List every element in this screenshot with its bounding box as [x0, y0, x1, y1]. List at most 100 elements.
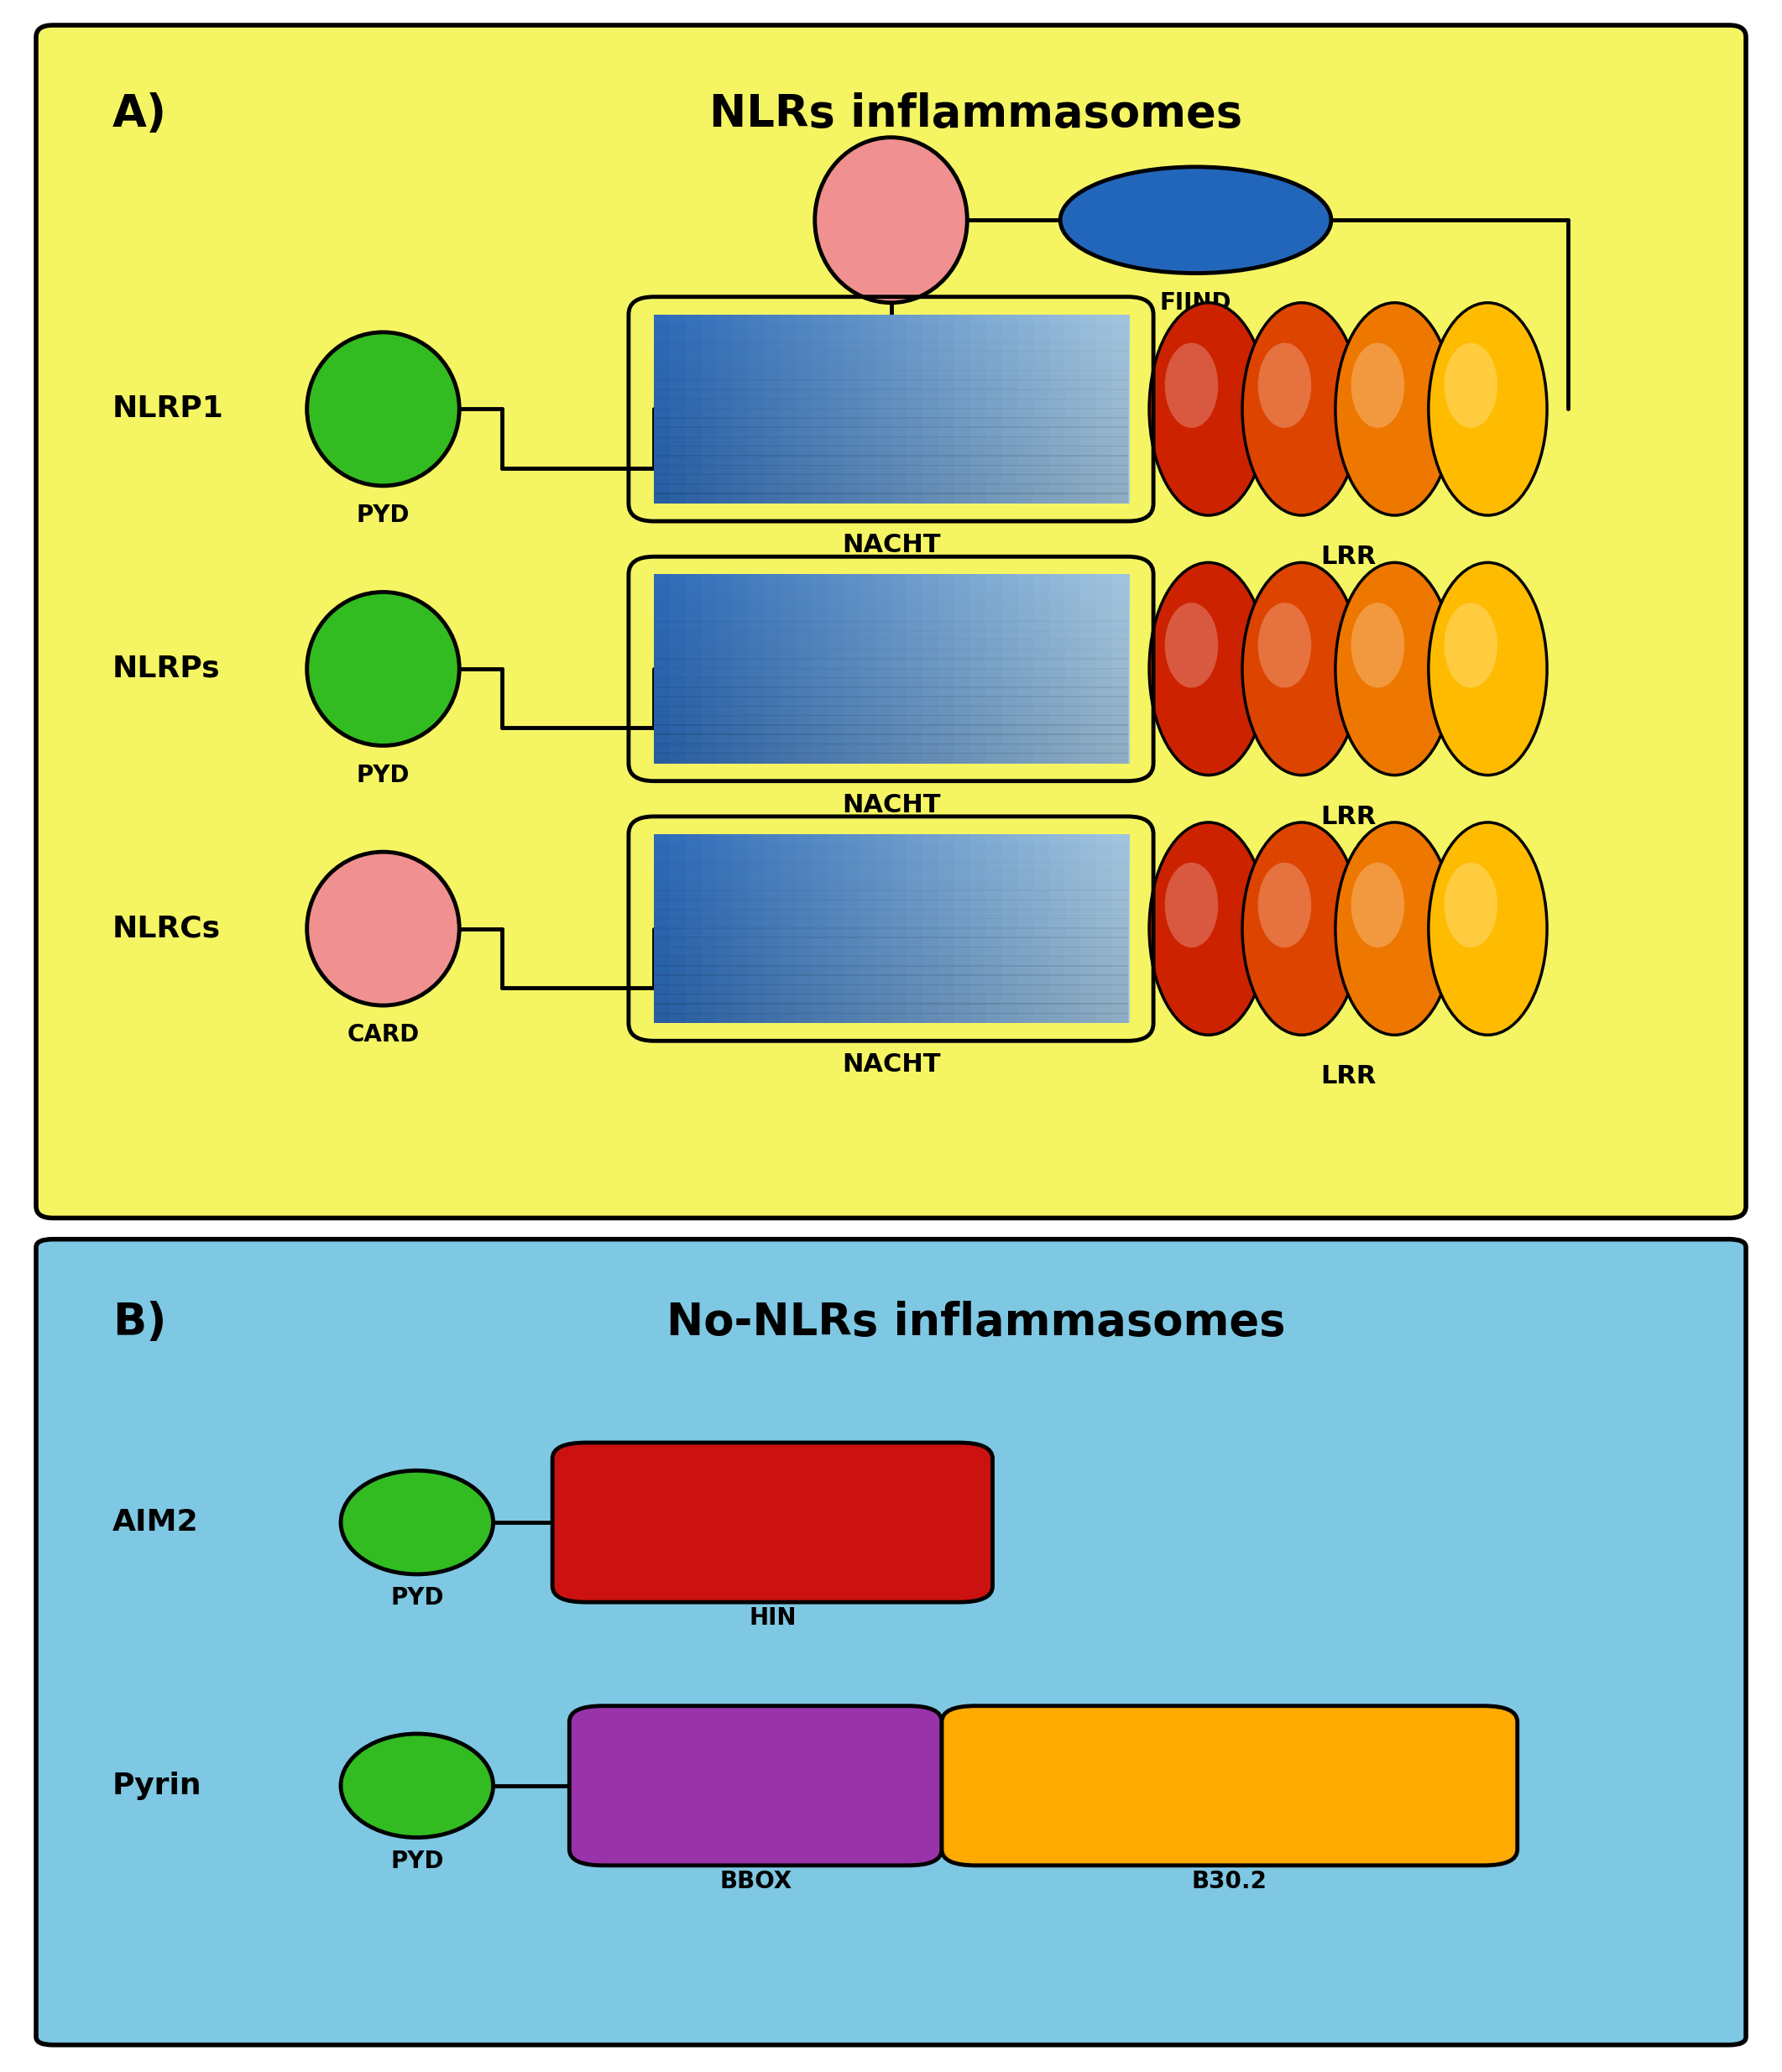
Bar	[764, 835, 782, 1024]
Bar	[654, 974, 1128, 986]
Bar	[654, 744, 1128, 754]
Bar	[781, 315, 798, 503]
Bar	[953, 315, 971, 503]
Bar	[1066, 574, 1082, 762]
Bar	[1050, 835, 1066, 1024]
FancyBboxPatch shape	[941, 1705, 1516, 1865]
Bar	[654, 445, 1128, 456]
Text: HIN: HIN	[748, 1606, 797, 1631]
Bar	[654, 593, 1128, 603]
Bar	[654, 918, 1128, 928]
Bar	[923, 835, 941, 1024]
Bar	[654, 640, 1128, 651]
Ellipse shape	[1443, 862, 1497, 947]
Bar	[953, 835, 971, 1024]
Bar	[654, 881, 1128, 891]
Bar	[654, 870, 1128, 881]
Bar	[891, 835, 909, 1024]
Bar	[1096, 574, 1114, 762]
Bar	[732, 574, 750, 762]
Bar	[716, 835, 734, 1024]
Ellipse shape	[1351, 603, 1404, 688]
Ellipse shape	[307, 593, 460, 746]
Bar	[859, 574, 877, 762]
Bar	[875, 835, 893, 1024]
Ellipse shape	[1165, 603, 1219, 688]
Bar	[985, 835, 1003, 1024]
Bar	[654, 574, 672, 762]
Bar	[654, 899, 1128, 910]
Bar	[654, 582, 1128, 593]
Bar	[939, 315, 955, 503]
Text: FIIND: FIIND	[1160, 290, 1231, 315]
Bar	[875, 574, 893, 762]
Bar	[875, 315, 893, 503]
FancyBboxPatch shape	[570, 1705, 941, 1865]
Bar	[654, 332, 1128, 342]
Bar	[1080, 315, 1098, 503]
Bar	[829, 574, 845, 762]
Bar	[654, 601, 1128, 611]
Bar	[654, 715, 1128, 725]
Text: B): B)	[112, 1301, 166, 1345]
Bar	[732, 835, 750, 1024]
Bar	[654, 456, 1128, 466]
Text: CARD: CARD	[347, 1024, 419, 1046]
Bar	[654, 733, 1128, 744]
Bar	[748, 315, 766, 503]
Bar	[748, 574, 766, 762]
Bar	[813, 835, 829, 1024]
Bar	[1066, 835, 1082, 1024]
Bar	[813, 315, 829, 503]
Bar	[654, 611, 1128, 622]
Text: NACHT: NACHT	[841, 1053, 941, 1077]
Bar	[843, 574, 861, 762]
Bar	[702, 835, 718, 1024]
Bar	[702, 315, 718, 503]
Bar	[670, 574, 688, 762]
Bar	[1066, 315, 1082, 503]
Bar	[764, 315, 782, 503]
Text: No-NLRs inflammasomes: No-NLRs inflammasomes	[666, 1301, 1285, 1345]
Text: LRR: LRR	[1320, 804, 1376, 829]
Bar	[1018, 315, 1035, 503]
Bar	[923, 315, 941, 503]
Bar	[654, 704, 1128, 717]
Bar	[654, 398, 1128, 408]
Bar	[654, 659, 1128, 669]
Bar	[1001, 835, 1019, 1024]
Bar	[813, 574, 829, 762]
Bar	[654, 493, 1128, 503]
Bar	[654, 955, 1128, 966]
Bar	[670, 315, 688, 503]
Ellipse shape	[1060, 168, 1331, 274]
Bar	[654, 852, 1128, 862]
Ellipse shape	[1429, 303, 1547, 516]
Bar	[907, 835, 925, 1024]
Bar	[654, 620, 1128, 632]
Bar	[654, 995, 1128, 1005]
Bar	[654, 1013, 1128, 1024]
Bar	[859, 835, 877, 1024]
Bar	[843, 835, 861, 1024]
Text: LRR: LRR	[1320, 1065, 1376, 1088]
Ellipse shape	[1149, 823, 1267, 1034]
Bar	[654, 667, 1128, 678]
Bar	[1096, 315, 1114, 503]
Text: PYD: PYD	[390, 1850, 444, 1873]
Bar	[670, 835, 688, 1024]
Bar	[907, 315, 925, 503]
Text: A): A)	[112, 91, 168, 135]
Bar	[654, 752, 1128, 762]
Bar	[891, 574, 909, 762]
Bar	[654, 984, 1128, 995]
Bar	[654, 323, 1128, 334]
Ellipse shape	[1242, 303, 1361, 516]
Bar	[969, 315, 987, 503]
Bar	[829, 315, 845, 503]
Text: PYD: PYD	[390, 1587, 444, 1610]
Bar	[654, 966, 1128, 976]
Text: NACHT: NACHT	[841, 533, 941, 557]
Bar	[654, 371, 1128, 381]
Bar	[686, 574, 704, 762]
